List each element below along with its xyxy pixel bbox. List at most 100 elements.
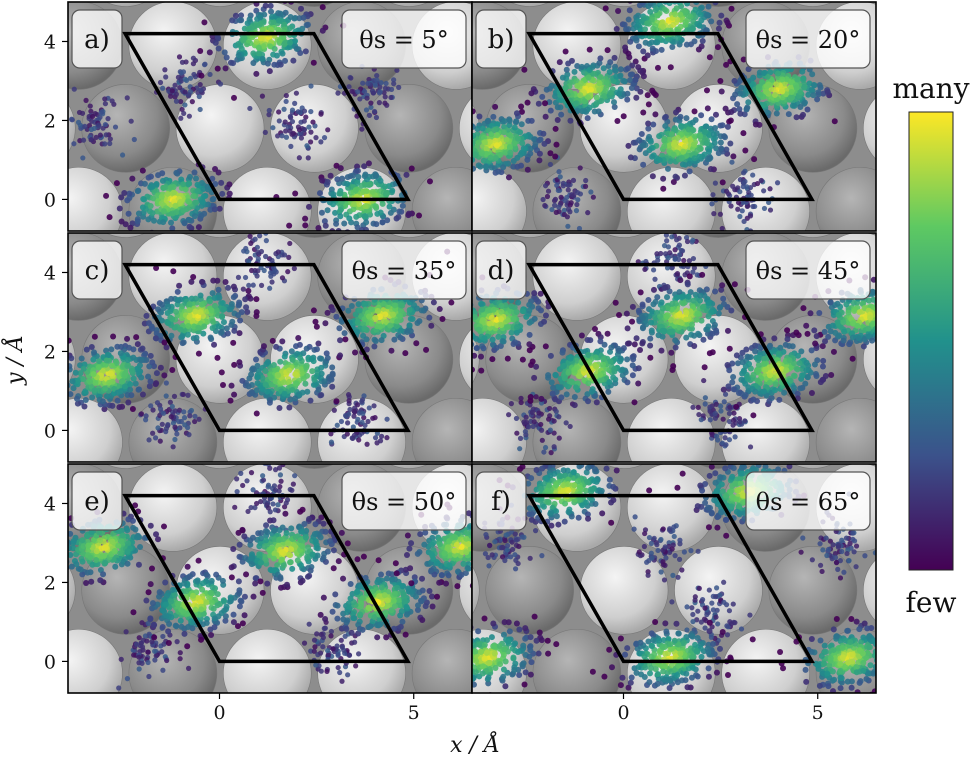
scatter-point <box>153 370 160 377</box>
scatter-point <box>325 127 331 133</box>
scatter-point <box>211 302 218 309</box>
scatter-point <box>696 132 703 139</box>
scatter-point <box>242 296 249 303</box>
scatter-point <box>751 156 758 163</box>
scatter-point <box>246 25 253 32</box>
scatter-point <box>707 404 713 410</box>
scatter-point <box>257 35 264 42</box>
scatter-point <box>187 409 193 415</box>
scatter-point <box>660 175 667 182</box>
scatter-point <box>391 81 397 87</box>
scatter-point <box>487 324 494 331</box>
scatter-point <box>709 201 715 207</box>
scatter-point <box>271 45 278 52</box>
scatter-point <box>744 184 750 190</box>
scatter-point <box>186 173 193 180</box>
scatter-point <box>81 403 88 410</box>
scatter-point <box>133 334 140 341</box>
scatter-point <box>737 110 744 117</box>
scatter-point <box>255 44 262 51</box>
scatter-point <box>413 305 420 312</box>
scatter-point <box>703 87 710 94</box>
scatter-point <box>483 150 490 157</box>
scatter-point <box>275 10 282 17</box>
scatter-point <box>165 303 172 310</box>
scatter-point <box>69 378 76 385</box>
scatter-point <box>649 87 656 94</box>
scatter-point <box>607 59 614 66</box>
scatter-point <box>656 156 663 163</box>
scatter-point <box>636 146 643 153</box>
scatter-point <box>135 365 142 372</box>
scatter-point <box>269 279 275 285</box>
scatter-point <box>602 5 609 12</box>
scatter-point <box>246 282 252 289</box>
scatter-point <box>168 414 174 420</box>
scatter-point <box>735 206 741 212</box>
scatter-point <box>570 177 577 183</box>
scatter-point <box>75 119 82 125</box>
scatter-point <box>250 60 257 67</box>
scatter-point <box>138 356 145 363</box>
scatter-point <box>149 359 156 366</box>
scatter-point <box>298 135 305 141</box>
scatter-point <box>576 373 583 380</box>
scatter-point <box>95 364 102 371</box>
scatter-point <box>553 408 559 415</box>
scatter-point <box>308 355 315 362</box>
scatter-point <box>282 9 289 16</box>
scatter-point <box>350 424 356 430</box>
scatter-point <box>365 418 371 425</box>
scatter-point <box>173 91 179 97</box>
scatter-point <box>426 314 433 321</box>
scatter-point <box>815 91 822 98</box>
scatter-point <box>377 84 383 90</box>
scatter-point <box>542 312 549 319</box>
scatter-point <box>285 269 291 275</box>
scatter-point <box>742 147 749 154</box>
scatter-point <box>396 84 402 90</box>
scatter-point <box>363 107 370 113</box>
scatter-point <box>477 163 484 170</box>
scatter-point <box>363 188 370 195</box>
scatter-point <box>741 170 747 176</box>
panel-label-box <box>71 9 123 69</box>
scatter-point <box>313 135 319 141</box>
scatter-point <box>169 210 176 217</box>
scatter-point <box>390 311 397 318</box>
atom-sphere <box>0 150 75 238</box>
scatter-point <box>613 25 620 32</box>
scatter-point <box>571 402 578 409</box>
scatter-point <box>556 414 562 420</box>
scatter-point <box>526 341 533 348</box>
scatter-point <box>102 101 109 107</box>
scatter-point <box>691 141 698 148</box>
scatter-point <box>374 210 381 217</box>
scatter-point <box>249 365 256 372</box>
scatter-point <box>542 444 549 451</box>
scatter-point <box>236 17 243 24</box>
scatter-point <box>390 326 397 333</box>
scatter-point <box>486 320 493 327</box>
scatter-point <box>533 394 539 400</box>
scatter-point <box>642 39 649 46</box>
scatter-point <box>542 183 549 189</box>
scatter-point <box>473 345 480 352</box>
scatter-point <box>635 365 642 372</box>
scatter-point <box>191 71 197 78</box>
scatter-point <box>718 145 725 152</box>
scatter-point <box>672 337 679 344</box>
scatter-point <box>211 295 218 302</box>
scatter-point <box>168 295 175 302</box>
scatter-point <box>311 376 318 383</box>
scatter-point <box>361 415 367 421</box>
scatter-point <box>252 236 258 242</box>
scatter-point <box>146 437 152 443</box>
scatter-point <box>365 313 372 320</box>
scatter-point <box>266 399 273 406</box>
scatter-point <box>777 344 784 351</box>
scatter-point <box>486 138 493 145</box>
scatter-point <box>737 419 743 425</box>
scatter-point <box>536 137 543 144</box>
scatter-point <box>631 399 638 406</box>
